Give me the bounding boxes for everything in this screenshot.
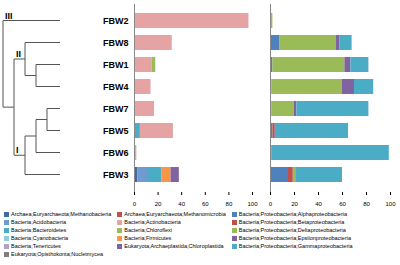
- svg-text:80: 80: [363, 201, 370, 207]
- svg-text:FBW4: FBW4: [103, 82, 129, 92]
- html-text:Bacteria;Tenericutes: Bacteria;Tenericutes: [11, 243, 61, 249]
- svg-text:II: II: [16, 49, 21, 59]
- html-text:Bacteria;Proteobacteria;Deltap: Bacteria;Proteobacteria;Deltaproteobacte…: [238, 227, 346, 233]
- svg-text:60: 60: [202, 201, 209, 207]
- html-text:Bacteria;Proteobacteria;Alphap: Bacteria;Proteobacteria;Alphaproteobacte…: [238, 211, 347, 217]
- svg-text:I: I: [16, 145, 19, 155]
- svg-text:FBW3: FBW3: [103, 170, 129, 180]
- svg-text:0: 0: [269, 201, 273, 207]
- svg-text:FBW7: FBW7: [103, 104, 129, 114]
- svg-text:FBW8: FBW8: [103, 38, 129, 48]
- html-text:Bacteria;Bacteroidetes: Bacteria;Bacteroidetes: [11, 227, 67, 233]
- html-text:Bacteria;Proteobacteria;Betapr: Bacteria;Proteobacteria;Betaproteobacter…: [238, 219, 345, 225]
- svg-text:FBW2: FBW2: [103, 16, 129, 26]
- html-text:Bacteria;Acidobacteria: Bacteria;Acidobacteria: [11, 219, 66, 225]
- html-text:Bacteria;Chloroflexi: Bacteria;Chloroflexi: [124, 227, 172, 233]
- html-text:Eukaryota;Opisthokonta;Nucletm: Eukaryota;Opisthokonta;Nucletmycea: [11, 251, 103, 257]
- svg-text:100: 100: [247, 201, 258, 207]
- svg-text:40: 40: [315, 201, 322, 207]
- svg-text:20: 20: [155, 201, 162, 207]
- html-text:Eukaryota;Archaeplastida;Chlor: Eukaryota;Archaeplastida;Chloroplastida: [124, 243, 224, 249]
- svg-text:III: III: [5, 11, 13, 21]
- svg-text:80: 80: [226, 201, 233, 207]
- svg-text:FBW5: FBW5: [103, 126, 129, 136]
- svg-text:20: 20: [291, 201, 298, 207]
- svg-text:60: 60: [339, 201, 346, 207]
- html-text:Bacteria;Actinobacteria: Bacteria;Actinobacteria: [124, 219, 181, 225]
- svg-text:40: 40: [178, 201, 185, 207]
- html-text:Bacteria;Cyanobacteria: Bacteria;Cyanobacteria: [11, 235, 69, 241]
- svg-text:FBW6: FBW6: [103, 148, 129, 158]
- svg-text:100: 100: [385, 201, 396, 207]
- html-text:Bacteria;Proteobacteria;Gammap: Bacteria;Proteobacteria;Gammaproteobacte…: [238, 243, 353, 249]
- html-text:Archaea;Euryarchaeota;Methanob: Archaea;Euryarchaeota;Methanobacteria: [11, 211, 112, 217]
- svg-text:FBW1: FBW1: [103, 60, 129, 70]
- html-text:Bacteria;Firmicutes: Bacteria;Firmicutes: [124, 235, 172, 241]
- html-text:Bacteria;Proteobacteria;Epsilo: Bacteria;Proteobacteria;Epsilonproteobac…: [238, 235, 351, 241]
- html-text:Archaea;Euryarchaeota;Methanom: Archaea;Euryarchaeota;Methanomicrobia: [124, 211, 226, 217]
- svg-text:0: 0: [133, 201, 137, 207]
